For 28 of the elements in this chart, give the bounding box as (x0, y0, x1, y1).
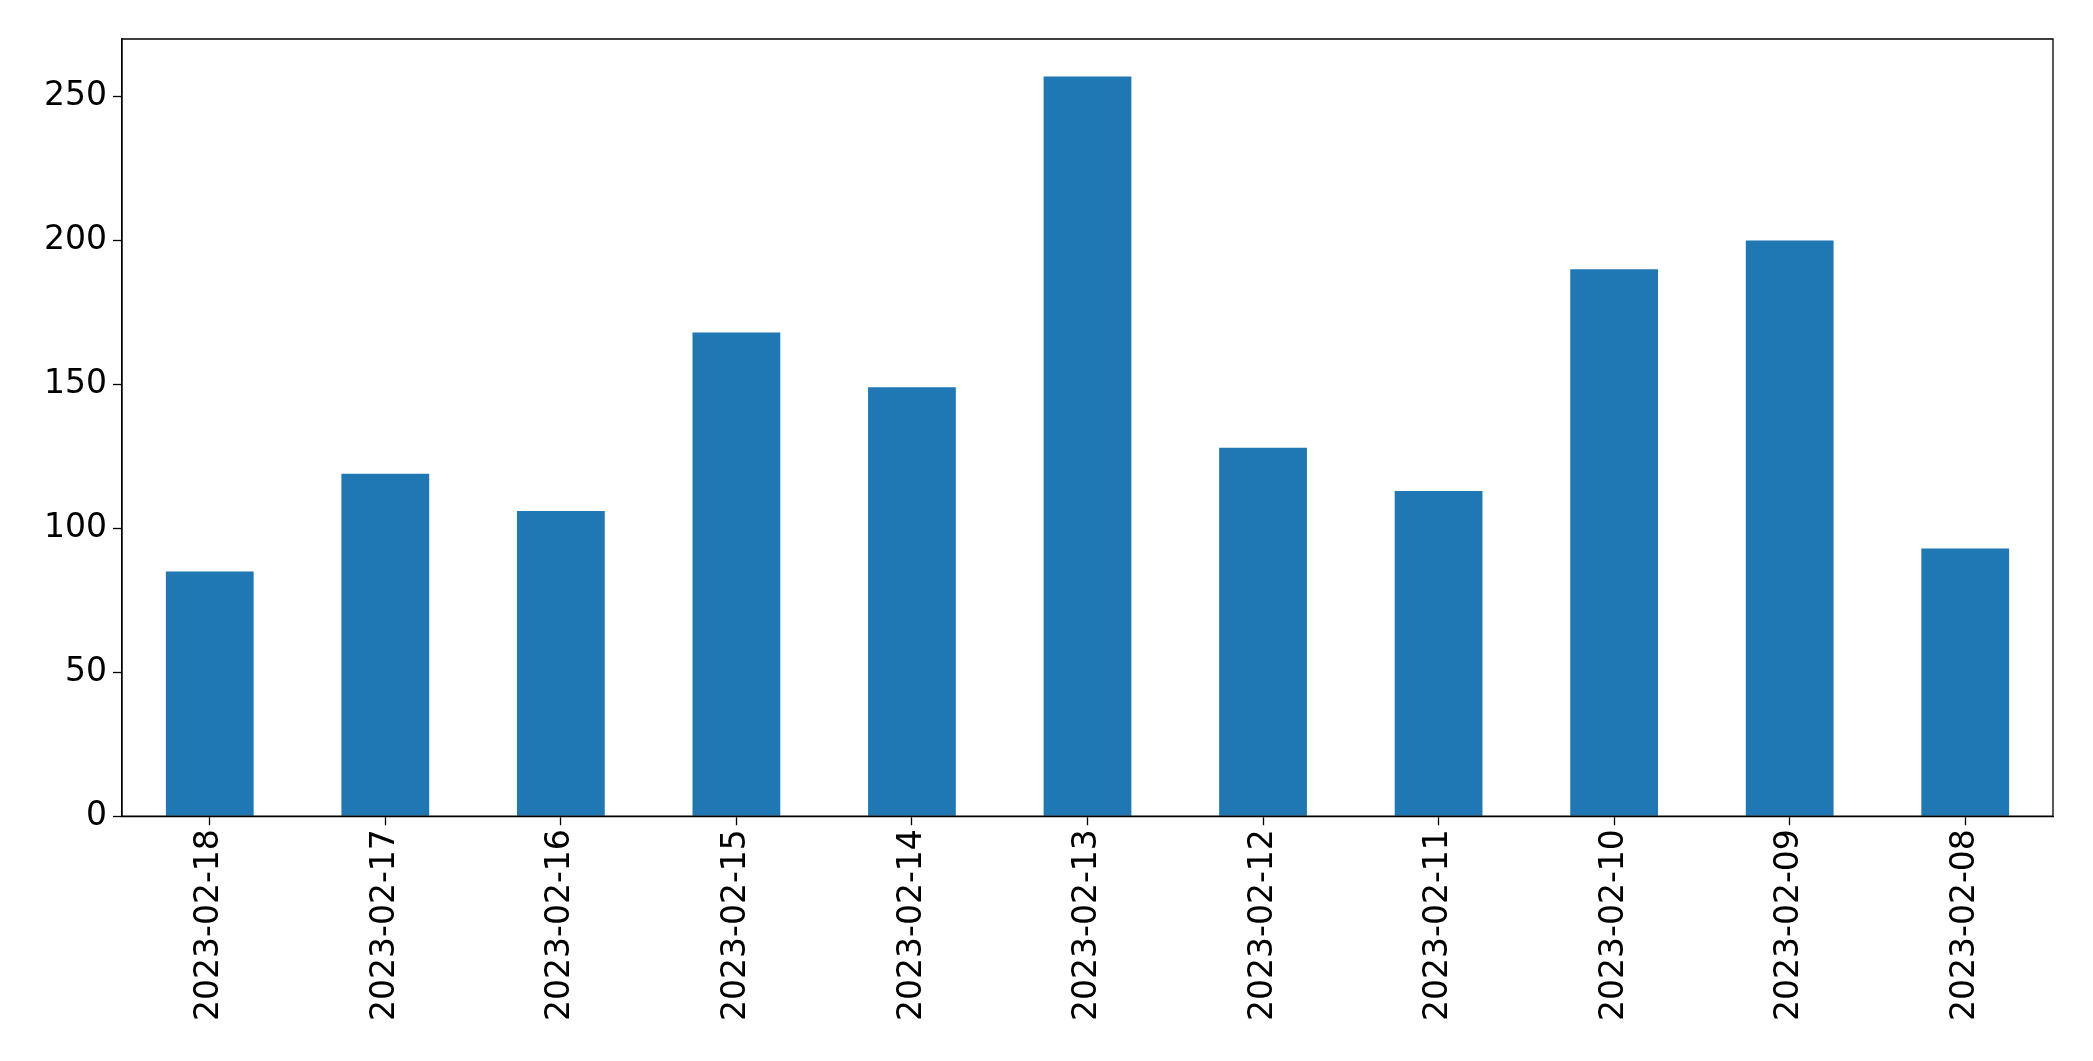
y-tick-label: 200 (43, 218, 107, 258)
bar (1745, 240, 1834, 816)
x-tick-label: 2023-02-08 (1942, 829, 1982, 1021)
y-tick-label: 0 (85, 793, 107, 833)
bar (868, 387, 956, 816)
x-tick-label: 2023-02-17 (362, 829, 402, 1021)
x-tick-label: 2023-02-11 (1416, 829, 1456, 1021)
y-tick-label: 50 (64, 649, 107, 689)
bar (692, 332, 781, 816)
x-tick-label: 2023-02-10 (1591, 829, 1631, 1021)
x-tick-label: 2023-02-12 (1240, 829, 1280, 1021)
x-tick-label: 2023-02-15 (713, 829, 753, 1021)
y-tick-label: 250 (43, 74, 107, 114)
y-tick-label: 150 (43, 362, 107, 402)
y-tick-label: 100 (43, 505, 107, 545)
x-tick-label: 2023-02-14 (889, 829, 929, 1021)
x-tick-label: 2023-02-13 (1065, 829, 1105, 1021)
bar (1921, 548, 2010, 816)
x-tick-label: 2023-02-18 (187, 829, 227, 1021)
x-tick-label: 2023-02-16 (538, 829, 578, 1021)
bar (516, 511, 605, 816)
x-tick-label: 2023-02-09 (1767, 829, 1807, 1021)
bar (341, 473, 430, 816)
bar (1394, 490, 1483, 816)
bar (1219, 447, 1307, 816)
bar (1043, 76, 1132, 816)
bar (1570, 269, 1659, 816)
bar (165, 571, 254, 816)
